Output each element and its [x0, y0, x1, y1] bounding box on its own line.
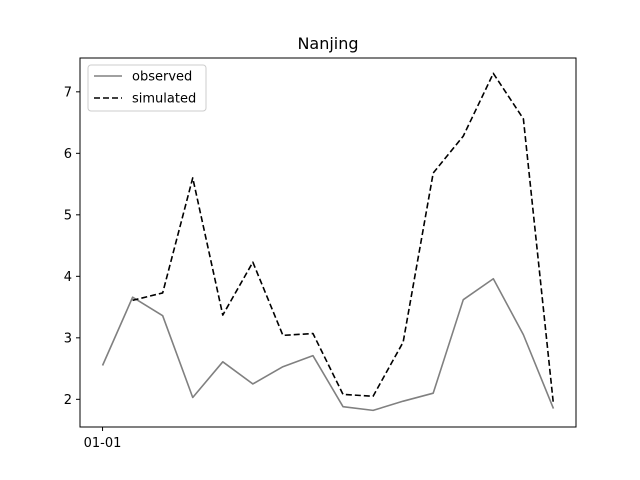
y-tick-label: 4: [64, 270, 72, 285]
legend: observed simulated: [87, 64, 207, 112]
x-axis: 01-01: [84, 427, 122, 451]
y-tick-label: 3: [64, 331, 72, 346]
legend-label-simulated: simulated: [132, 92, 196, 107]
y-tick-label: 7: [64, 85, 72, 100]
legend-label-observed: observed: [132, 70, 192, 85]
y-tick-label: 2: [64, 393, 72, 408]
series-layer: [101, 72, 555, 412]
chart-title: Nanjing: [297, 34, 358, 53]
y-tick-label: 5: [64, 208, 72, 223]
y-tick-label: 6: [64, 147, 72, 162]
series-line-simulated: [132, 72, 555, 405]
plot-area-frame: [79, 57, 577, 428]
series-line-observed: [101, 277, 555, 412]
y-axis: 2 3 4 5 6 7: [64, 85, 80, 408]
x-tick-label: 01-01: [84, 436, 122, 451]
